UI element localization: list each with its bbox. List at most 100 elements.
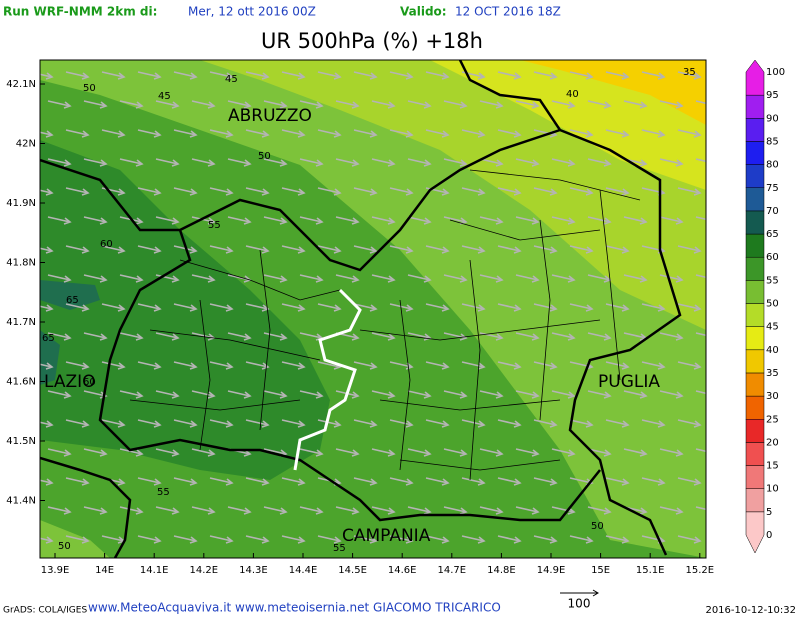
colorbar-label: 70	[766, 206, 779, 217]
colorbar-box	[745, 256, 765, 281]
wind-arrow	[407, 100, 432, 109]
wind-arrow	[533, 419, 558, 428]
valid-label: Valido:	[400, 5, 447, 19]
wind-arrow	[497, 535, 522, 544]
map-frame	[39, 59, 707, 559]
wind-arrow	[407, 216, 432, 225]
wind-arrow	[263, 100, 288, 109]
footer-timestamp: 2016-10-12-10:32	[705, 605, 796, 616]
wind-arrow	[605, 535, 630, 544]
colorbar-box	[745, 419, 765, 443]
wind-arrow	[677, 187, 702, 196]
band-65	[40, 280, 100, 310]
run-label: Run WRF-NMM 2km di:	[3, 5, 157, 19]
wind-arrow	[83, 216, 108, 225]
lon-tick-label: 14.3E	[239, 565, 268, 576]
wind-arrow	[101, 361, 126, 370]
wind-arrow	[533, 71, 558, 80]
contour-label: 65	[42, 333, 55, 344]
footer-software: GrADS: COLA/IGES	[3, 606, 87, 616]
wind-arrow	[425, 303, 450, 312]
wind-arrow	[569, 535, 594, 544]
wind-arrow	[83, 158, 108, 167]
colorbar-box	[745, 233, 765, 258]
wind-arrow	[695, 100, 706, 105]
wind-arrow	[317, 187, 342, 196]
wind-arrow	[623, 448, 648, 457]
wind-arrow	[407, 448, 432, 457]
wind-arrow	[227, 506, 252, 515]
region-borders	[40, 60, 682, 558]
colorbar-label: 0	[766, 530, 772, 541]
wind-arrow	[83, 506, 108, 515]
wind-arrow	[155, 274, 180, 283]
wind-arrow	[209, 71, 234, 80]
band-65	[40, 330, 60, 385]
wind-arrow	[335, 100, 360, 109]
wind-arrow	[497, 187, 522, 196]
wind-arrow	[281, 187, 306, 196]
wind-arrow	[461, 419, 486, 428]
wind-arrow	[659, 158, 684, 167]
lat-tick-label: 41.9N	[6, 198, 36, 209]
wind-arrow	[155, 448, 180, 457]
wind-arrow	[587, 100, 612, 109]
colorbar-box	[745, 280, 765, 304]
wind-arrow	[227, 390, 252, 399]
wind-arrow	[299, 274, 324, 283]
wind-arrow	[101, 419, 126, 428]
wind-arrow	[281, 477, 306, 486]
colorbar-label: 95	[766, 90, 779, 101]
wind-arrow	[659, 390, 684, 399]
wind-arrow	[263, 332, 288, 341]
wind-arrow	[461, 303, 486, 312]
wind-arrow	[695, 216, 706, 221]
wind-arrow	[119, 506, 144, 515]
wind-arrow	[443, 158, 468, 167]
wind-arrow	[389, 245, 414, 254]
wind-arrow	[137, 477, 162, 486]
wind-arrow	[191, 448, 216, 457]
wind-arrow	[353, 361, 378, 370]
wind-arrow	[623, 100, 648, 109]
wind-arrow	[677, 535, 702, 544]
wind-arrow	[155, 390, 180, 399]
wind-arrow	[47, 274, 72, 283]
wind-arrow	[40, 362, 54, 370]
lon-tick-label: 14.4E	[289, 565, 318, 576]
wind-arrow	[227, 332, 252, 341]
wind-arrow	[533, 245, 558, 254]
wind-arrow	[65, 129, 90, 138]
wind-arrow	[371, 216, 396, 225]
wind-arrow	[443, 100, 468, 109]
contour-label: 60	[100, 239, 113, 250]
wind-arrow	[353, 245, 378, 254]
wind-arrow	[695, 390, 706, 395]
wind-arrow	[533, 535, 558, 544]
wind-arrow	[515, 448, 540, 457]
lat-tick-label: 41.8N	[6, 258, 36, 269]
wind-arrow	[695, 448, 706, 453]
wind-arrow	[101, 245, 126, 254]
wind-arrow	[209, 419, 234, 428]
contour-label: 40	[566, 89, 579, 100]
region-label: ABRUZZO	[228, 106, 312, 126]
wind-arrow	[569, 303, 594, 312]
wind-arrow	[533, 187, 558, 196]
wind-arrow	[245, 71, 270, 80]
wind-arrow	[40, 246, 54, 254]
wind-arrow	[677, 245, 702, 254]
wind-arrow	[407, 390, 432, 399]
wind-arrow	[479, 506, 504, 515]
wind-arrow	[281, 129, 306, 138]
run-date: Mer, 12 ott 2016 00Z	[188, 5, 316, 19]
wind-arrow	[551, 506, 576, 515]
wind-arrow	[641, 129, 666, 138]
wind-arrow	[335, 158, 360, 167]
valid-date: 12 OCT 2016 18Z	[455, 5, 561, 19]
wind-arrow	[317, 303, 342, 312]
field	[40, 60, 706, 558]
wind-arrow	[425, 419, 450, 428]
wind-arrow	[605, 419, 630, 428]
wind-arrow	[389, 535, 414, 544]
